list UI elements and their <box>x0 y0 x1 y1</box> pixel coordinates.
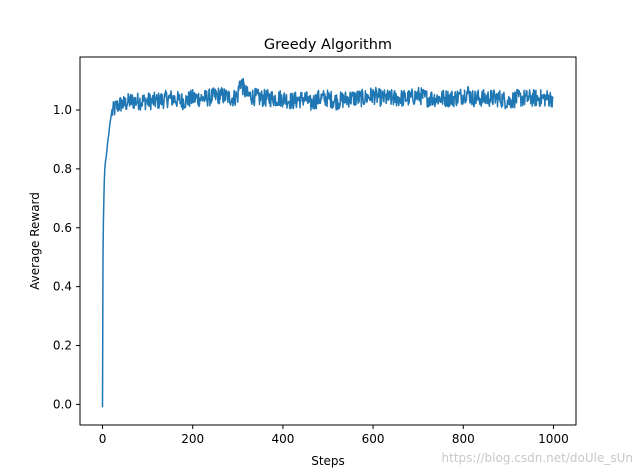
x-tick-label: 800 <box>452 432 475 446</box>
plot-frame <box>79 56 577 426</box>
y-axis-label: Average Reward <box>28 192 42 290</box>
series-line <box>101 77 554 408</box>
chart-title: Greedy Algorithm <box>264 37 392 53</box>
plot-area <box>80 57 576 425</box>
y-tick-label: 0.2 <box>53 339 72 353</box>
x-tick-label: 200 <box>181 432 204 446</box>
series-layer <box>101 77 554 408</box>
x-tick-label: 0 <box>99 432 107 446</box>
x-tick-label: 1000 <box>538 432 569 446</box>
x-tick-label: 600 <box>362 432 385 446</box>
watermark: https://blog.csdn.net/doUle_sUn <box>442 451 633 465</box>
y-tick-label: 0.6 <box>53 221 72 235</box>
y-tick-label: 0.0 <box>53 397 72 411</box>
y-axis: 0.0 0.2 0.4 0.6 0.8 1.0 <box>53 103 80 411</box>
y-tick-label: 1.0 <box>53 103 72 117</box>
y-tick-label: 0.4 <box>53 280 72 294</box>
x-tick-label: 400 <box>271 432 294 446</box>
x-axis-label: Steps <box>311 454 345 468</box>
y-tick-label: 0.8 <box>53 162 72 176</box>
x-axis: 0 200 400 600 800 1000 <box>99 425 569 446</box>
